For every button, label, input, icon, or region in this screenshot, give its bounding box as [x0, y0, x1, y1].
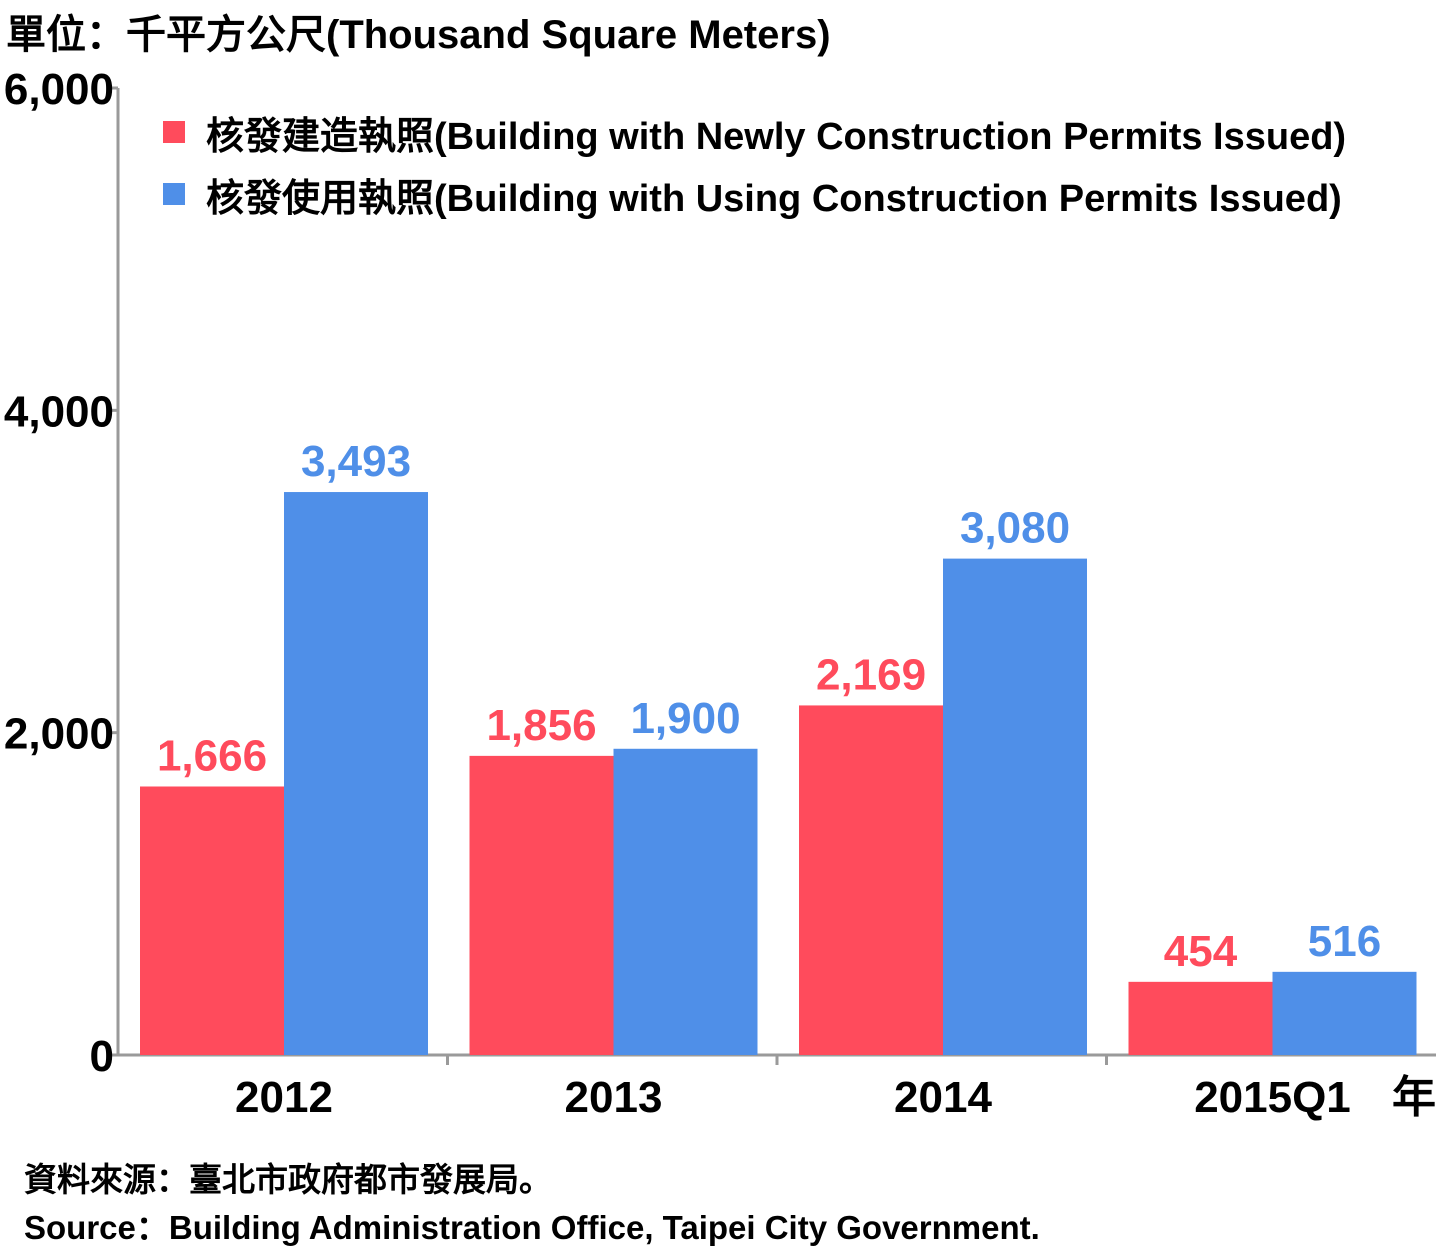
- data-label: 3,493: [301, 437, 411, 486]
- data-label: 2,169: [816, 650, 926, 699]
- y-tick-label: 0: [90, 1032, 114, 1081]
- data-label: 3,080: [960, 504, 1070, 553]
- bar-chart: 0 2,000 4,000 6,000 1,666 3,493 2012 1,856 1,900…: [4, 65, 1436, 1122]
- data-label: 516: [1308, 917, 1381, 966]
- x-tick-label: 2015Q1: [1194, 1073, 1351, 1122]
- source-chinese: 資料來源：臺北市政府都市發展局。: [24, 1161, 552, 1198]
- legend-label: 核發使用執照(Building with Using Construction …: [206, 178, 1342, 220]
- source-english: Source：Building Administration Office, T…: [24, 1209, 1040, 1246]
- y-tick-label: 4,000: [4, 387, 114, 436]
- y-tick-label: 6,000: [4, 65, 114, 114]
- x-tick-label: 2012: [235, 1073, 333, 1122]
- legend-swatch: [163, 183, 185, 205]
- data-label: 454: [1164, 927, 1238, 976]
- bar: [284, 492, 428, 1056]
- legend-label: 核發建造執照(Building with Newly Construction …: [206, 116, 1346, 158]
- data-label: 1,856: [486, 701, 596, 750]
- x-axis-label: 年: [1392, 1073, 1436, 1122]
- x-tick-label: 2014: [894, 1073, 992, 1122]
- bar: [943, 558, 1087, 1055]
- bar: [1128, 981, 1273, 1055]
- x-tick-label: 2013: [565, 1073, 663, 1122]
- bar: [799, 705, 943, 1055]
- bar: [1272, 971, 1417, 1055]
- bar: [140, 786, 284, 1055]
- bar: [469, 755, 614, 1055]
- data-label: 1,666: [157, 731, 267, 780]
- legend-swatch: [163, 121, 185, 143]
- bar: [613, 748, 758, 1055]
- unit-label: 單位：千平方公尺(Thousand Square Meters): [6, 13, 831, 57]
- data-label: 1,900: [630, 694, 740, 743]
- y-tick-label: 2,000: [4, 710, 114, 759]
